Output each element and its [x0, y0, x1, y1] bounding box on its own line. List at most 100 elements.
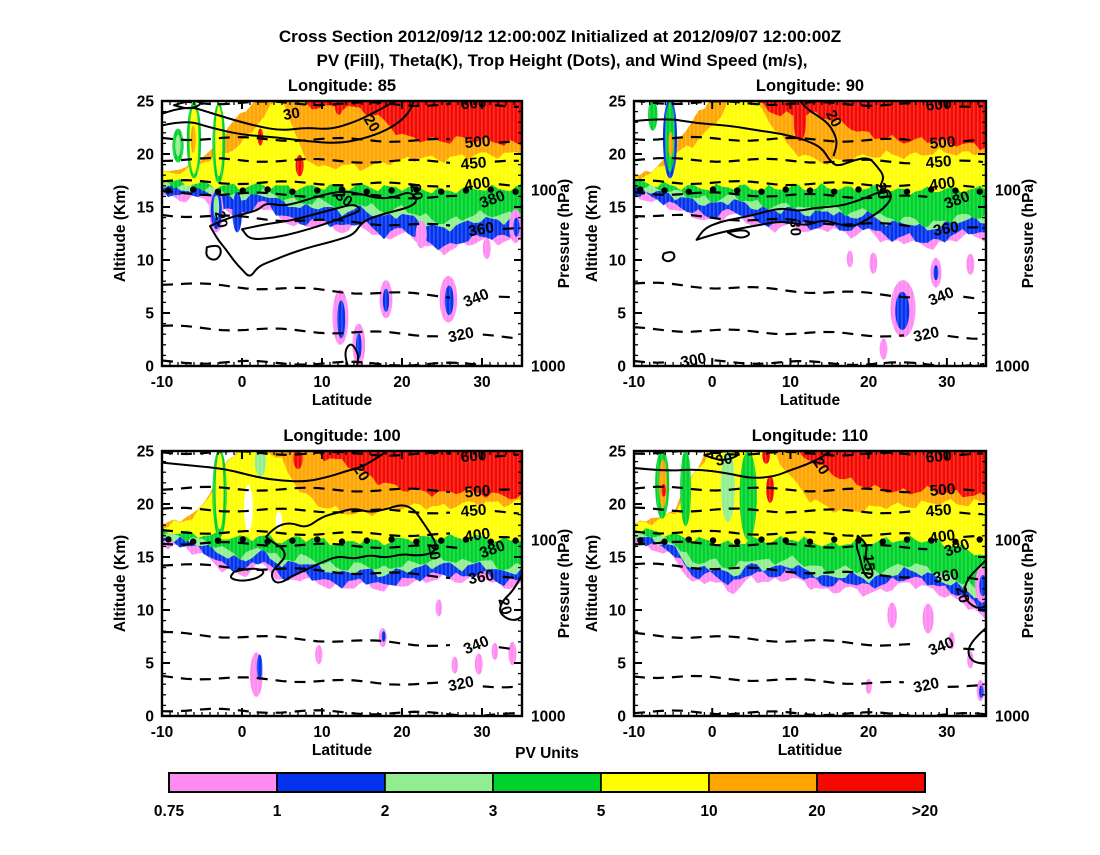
theta-contour-360: [503, 577, 515, 578]
theta-contour-label: 450: [460, 154, 487, 173]
x-tick-label: 20: [393, 724, 410, 741]
colorbar-swatch-orange: [709, 773, 817, 792]
wind-contour-label: 30: [714, 450, 733, 470]
y-tick-label: 5: [617, 656, 626, 673]
colorbar-tick-label: 10: [700, 803, 717, 820]
theta-contour-label: 450: [460, 502, 487, 521]
trop-height-dot: [977, 536, 983, 542]
panel-title: Longitude: 90: [756, 77, 864, 95]
trop-height-dot: [190, 186, 196, 192]
trop-height-dot: [364, 537, 370, 543]
trop-height-dot: [190, 538, 196, 544]
x-tick-label: -10: [151, 374, 173, 391]
trop-height-dot: [880, 187, 886, 193]
y-tick-label: 10: [137, 603, 154, 620]
trop-height-dot: [855, 537, 861, 543]
y-tick-label: 20: [137, 497, 154, 514]
pressure-axis-label: Pressure (hPa): [556, 179, 573, 288]
y-tick-label: 25: [137, 94, 155, 111]
trop-height-dot: [289, 188, 295, 194]
trop-height-dot: [904, 188, 910, 194]
x-tick-label: 10: [313, 374, 330, 391]
trop-height-dot: [339, 186, 345, 192]
trop-height-dot: [783, 537, 789, 543]
theta-contour-500: [963, 140, 975, 141]
panel-plot-area: 6005004504003803603403203020203020: [162, 76, 522, 366]
y-tick-label: 0: [145, 359, 154, 376]
y-axis-label: Altitude (Km): [112, 535, 129, 632]
theta-contour-label: 500: [929, 133, 956, 152]
colorbar-swatch-green: [493, 773, 601, 792]
x-tick-label: 0: [238, 724, 247, 741]
pressure-tick-label: 100: [531, 533, 557, 550]
y-tick-label: 5: [145, 306, 154, 323]
figure-title-line2: PV (Fill), Theta(K), Trop Height (Dots),…: [317, 51, 808, 70]
theta-contour-label: 500: [464, 133, 491, 152]
pressure-tick-label: 100: [531, 183, 557, 200]
trop-height-dot: [512, 189, 518, 195]
trop-height-dot: [880, 539, 886, 545]
x-tick-label: -10: [623, 724, 645, 741]
y-tick-label: 0: [145, 709, 154, 726]
trop-height-dot: [661, 539, 667, 545]
theta-contour-label: 450: [925, 153, 952, 172]
panel-title: Longitude: 85: [288, 77, 396, 95]
x-axis-label: Latitidue: [778, 742, 843, 759]
trop-height-dot: [289, 537, 295, 543]
theta-contour-label: 500: [929, 481, 956, 500]
figure-title-line1: Cross Section 2012/09/12 12:00:00Z Initi…: [279, 27, 841, 46]
trop-height-dot: [686, 536, 692, 542]
y-tick-label: 25: [137, 444, 155, 461]
theta-contour-label: 300: [679, 350, 707, 371]
trop-height-dot: [438, 537, 444, 543]
colorbar-tick-label: >20: [912, 803, 938, 820]
x-tick-label: 30: [938, 724, 955, 741]
trop-height-dot: [710, 186, 716, 192]
y-tick-label: 20: [137, 147, 154, 164]
x-tick-label: 20: [860, 374, 877, 391]
theta-contour-400: [963, 186, 975, 187]
trop-height-dot: [488, 538, 494, 544]
trop-height-dot: [215, 537, 221, 543]
trop-height-dot: [686, 188, 692, 194]
y-tick-label: 5: [617, 306, 626, 323]
x-tick-label: 20: [860, 724, 877, 741]
x-tick-label: 30: [938, 374, 955, 391]
pressure-axis-label: Pressure (hPa): [556, 529, 573, 638]
trop-height-dot: [831, 536, 837, 542]
theta-contour-500: [963, 489, 975, 490]
y-tick-label: 10: [137, 253, 154, 270]
y-tick-label: 0: [617, 359, 626, 376]
colorbar-tick-label: 1: [273, 803, 282, 820]
wind-contour-label: 15: [859, 554, 877, 572]
trop-height-dot: [977, 188, 983, 194]
trop-height-dot: [637, 186, 643, 192]
x-tick-label: 20: [393, 374, 410, 391]
pressure-axis-label: Pressure (hPa): [1020, 179, 1037, 288]
pressure-tick-label: 1000: [531, 709, 565, 726]
trop-height-dot: [488, 186, 494, 192]
trop-height-dot: [928, 537, 934, 543]
x-tick-label: 10: [313, 724, 330, 741]
y-axis-label: Altitude (Km): [584, 185, 601, 282]
trop-height-dot: [388, 187, 394, 193]
y-tick-label: 10: [609, 253, 626, 270]
trop-height-dot: [904, 536, 910, 542]
y-tick-label: 20: [609, 147, 626, 164]
y-tick-label: 25: [609, 94, 627, 111]
x-axis-label: Latitude: [312, 392, 373, 409]
y-tick-label: 15: [609, 550, 627, 567]
trop-height-dot: [413, 186, 419, 192]
pressure-tick-label: 1000: [531, 359, 565, 376]
trop-height-dot: [438, 189, 444, 195]
trop-height-dot: [661, 187, 667, 193]
trop-height-dot: [637, 537, 643, 543]
panel-plot-area: 600500450400380360340320300203020: [634, 76, 986, 371]
x-tick-label: 0: [708, 724, 717, 741]
pressure-tick-label: 1000: [995, 359, 1029, 376]
trop-height-dot: [783, 186, 789, 192]
